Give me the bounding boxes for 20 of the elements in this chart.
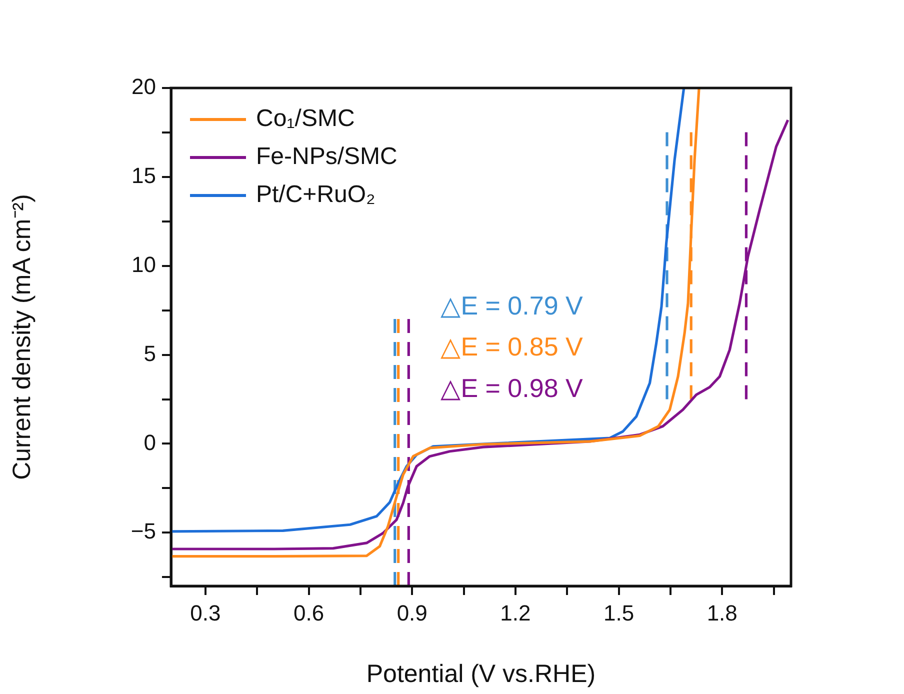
y-axis-title: Current density (mA cm⁻²) (8, 194, 36, 480)
x-tick-label: 1.5 (603, 600, 634, 626)
legend-label: Pt/C+RuO₂ (256, 181, 376, 209)
x-tick-label: 1.2 (500, 600, 531, 626)
annotation: △E = 0.79 V (440, 290, 584, 320)
legend-label: Fe-NPs/SMC (256, 143, 398, 171)
x-axis-title: Potential (V vs.RHE) (366, 660, 596, 688)
annotation: △E = 0.98 V (440, 372, 584, 403)
y-tick-label: 15 (132, 162, 156, 188)
y-tick-label: 0 (144, 430, 156, 455)
y-tick-label: 5 (144, 340, 156, 366)
x-tick-label: 0.6 (293, 600, 324, 626)
x-tick-label: 0.9 (396, 600, 428, 626)
x-tick-label: 1.8 (706, 600, 738, 626)
x-tick-label: 0.3 (190, 600, 221, 626)
y-tick-label: 10 (132, 252, 156, 277)
y-tick-label: −5 (130, 518, 156, 544)
legend-label: Co₁/SMC (256, 105, 355, 133)
y-tick-label: 20 (132, 74, 156, 100)
annotation: △E = 0.85 V (440, 332, 584, 362)
